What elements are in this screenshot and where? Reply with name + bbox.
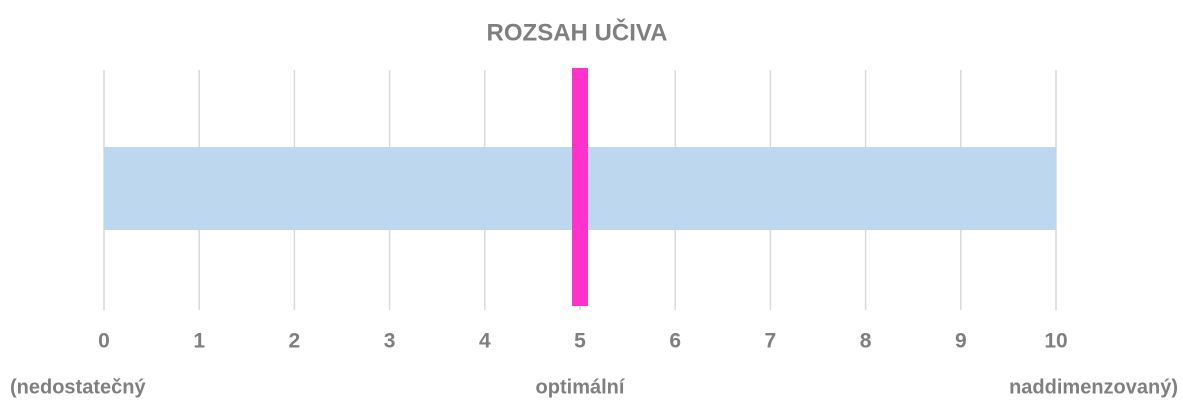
marker	[572, 68, 588, 306]
x-tick-label: 9	[955, 330, 967, 353]
x-tick-label: 2	[289, 330, 301, 353]
chart-title: ROZSAH UČIVA	[487, 18, 668, 46]
scale-label: optimální	[536, 376, 626, 398]
x-tick-label: 7	[765, 330, 777, 353]
x-tick-label: 6	[669, 330, 681, 353]
scale-label: (nedostatečný	[10, 376, 146, 398]
x-tick-label: 3	[384, 330, 396, 353]
x-tick-label: 4	[479, 330, 491, 353]
x-tick-label: 8	[860, 330, 872, 353]
x-tick-label: 5	[574, 330, 586, 353]
x-tick-label: 0	[98, 330, 110, 353]
scale-label: naddimenzovaný)	[1009, 376, 1178, 398]
x-tick-label: 1	[193, 330, 205, 353]
x-tick-label: 10	[1044, 330, 1067, 353]
